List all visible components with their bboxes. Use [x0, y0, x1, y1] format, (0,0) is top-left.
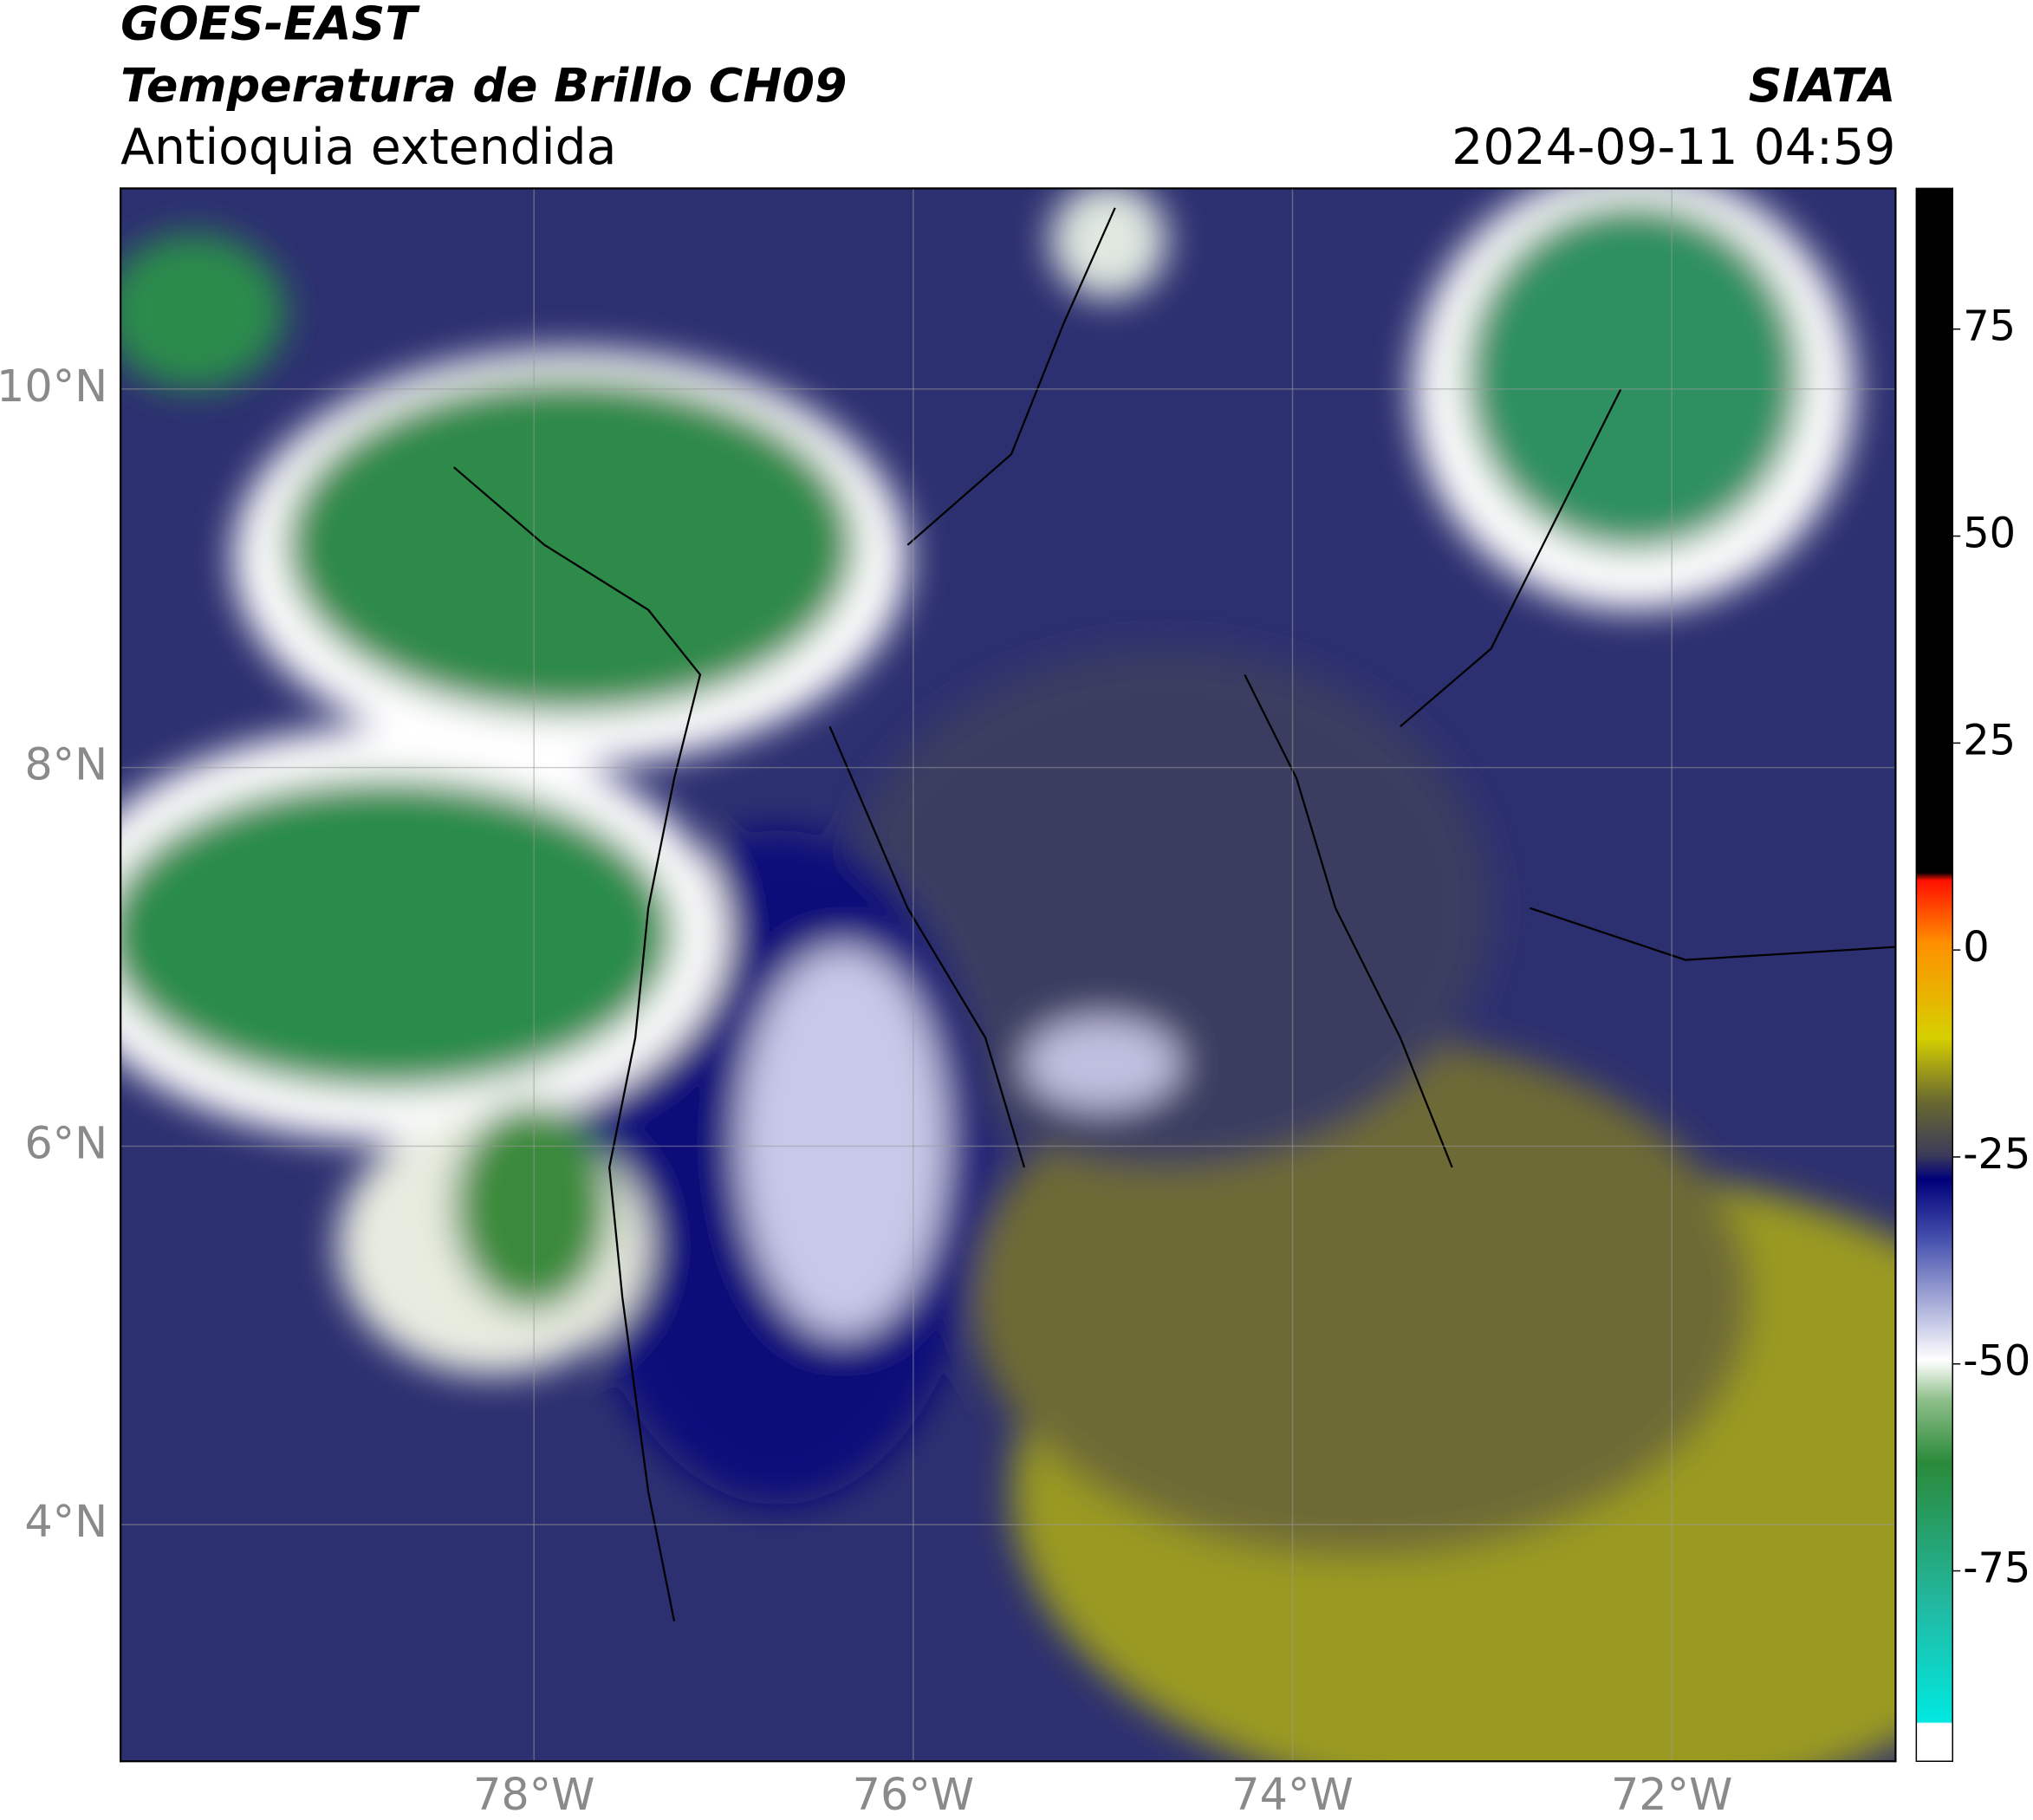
agency: SIATA	[1749, 58, 1896, 113]
colorbar-tick-label: 25	[1963, 717, 2016, 764]
colorbar-tick-label: 75	[1963, 303, 2016, 351]
lon-tick-label: 78°W	[473, 1769, 594, 1820]
colorbar-tick-label: -25	[1963, 1131, 2030, 1179]
timestamp: 2024-09-11 04:59	[1452, 119, 1895, 176]
subtitle: Antioquia extendida	[120, 119, 616, 176]
lat-tick-label: 10°N	[0, 361, 107, 412]
satellite-image	[120, 188, 1896, 1762]
colorbar-tick-label: -50	[1963, 1338, 2030, 1386]
lat-tick-label: 6°N	[24, 1117, 107, 1168]
colorbar-tick-label: 0	[1963, 924, 1989, 972]
title-line2: Temperatura de Brillo CH09	[120, 58, 847, 113]
colorbar-tick-label: 50	[1963, 510, 2016, 558]
lon-tick-label: 74°W	[1231, 1769, 1353, 1820]
grid	[120, 188, 1896, 1762]
lon-tick-label: 76°W	[853, 1769, 974, 1820]
colorbar-tick-label: -75	[1963, 1545, 2030, 1593]
lat-tick-label: 8°N	[24, 739, 107, 790]
map-frame	[120, 187, 1897, 1763]
lat-tick-label: 4°N	[24, 1496, 107, 1547]
lon-tick-label: 72°W	[1611, 1769, 1732, 1820]
colorbar	[1915, 187, 1953, 1762]
title-line1: GOES-EAST	[120, 0, 420, 50]
